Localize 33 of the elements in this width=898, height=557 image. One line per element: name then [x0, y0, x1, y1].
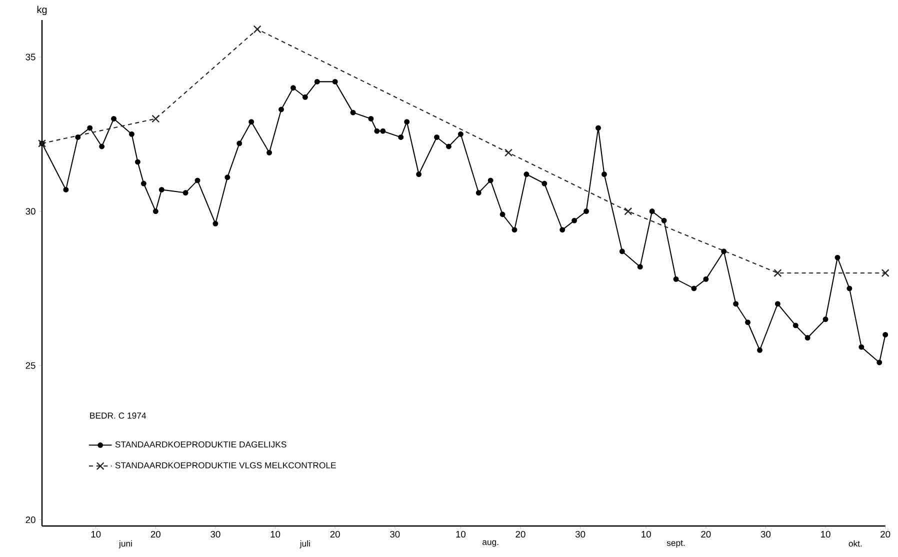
x-tick-label: 30	[575, 530, 586, 538]
x-tick-label: 30	[210, 530, 220, 538]
legend-label: STANDAARDKOEPRODUKTIE VLGS MELKCONTROLE	[115, 462, 336, 468]
x-tick-label: 20	[516, 530, 526, 538]
x-tick-label: 30	[760, 530, 771, 538]
legend-title: BEDR. C 1974	[90, 412, 146, 419]
x-tick-label: 20	[880, 530, 890, 538]
y-tick-label: 35	[26, 54, 36, 60]
point	[774, 269, 782, 277]
x-tick-label: 20	[330, 530, 340, 538]
x-tick-label: 20	[150, 530, 160, 538]
point	[253, 25, 262, 34]
x2-tick-label: aug.	[482, 540, 498, 547]
x-tick-label: 10	[642, 530, 651, 538]
x-tick-label: 10	[270, 530, 280, 538]
x2-tick-label: sept.	[666, 540, 685, 548]
y-tick-label: 20	[26, 516, 36, 524]
y-tick-label: 30	[26, 208, 36, 215]
x2-tick-label: juni	[118, 540, 132, 548]
point	[152, 114, 160, 123]
y-tick-label: 25	[26, 362, 36, 369]
x-tick-label: 20	[701, 530, 711, 538]
x-tick-label: 10	[456, 530, 466, 538]
x-tick-label: 30	[390, 530, 400, 538]
x-tick-label: 10	[821, 530, 830, 538]
x2-tick-label: juli	[300, 540, 310, 548]
legend-label: STANDAARDKOEPRODUKTIE DAGELIJKS	[115, 441, 286, 448]
x-tick-label: 10	[91, 530, 101, 538]
x2-tick-label: okt.	[848, 540, 862, 547]
point	[624, 207, 632, 216]
point	[504, 148, 513, 157]
point	[881, 269, 890, 277]
y-axis-title: kg	[37, 6, 47, 16]
